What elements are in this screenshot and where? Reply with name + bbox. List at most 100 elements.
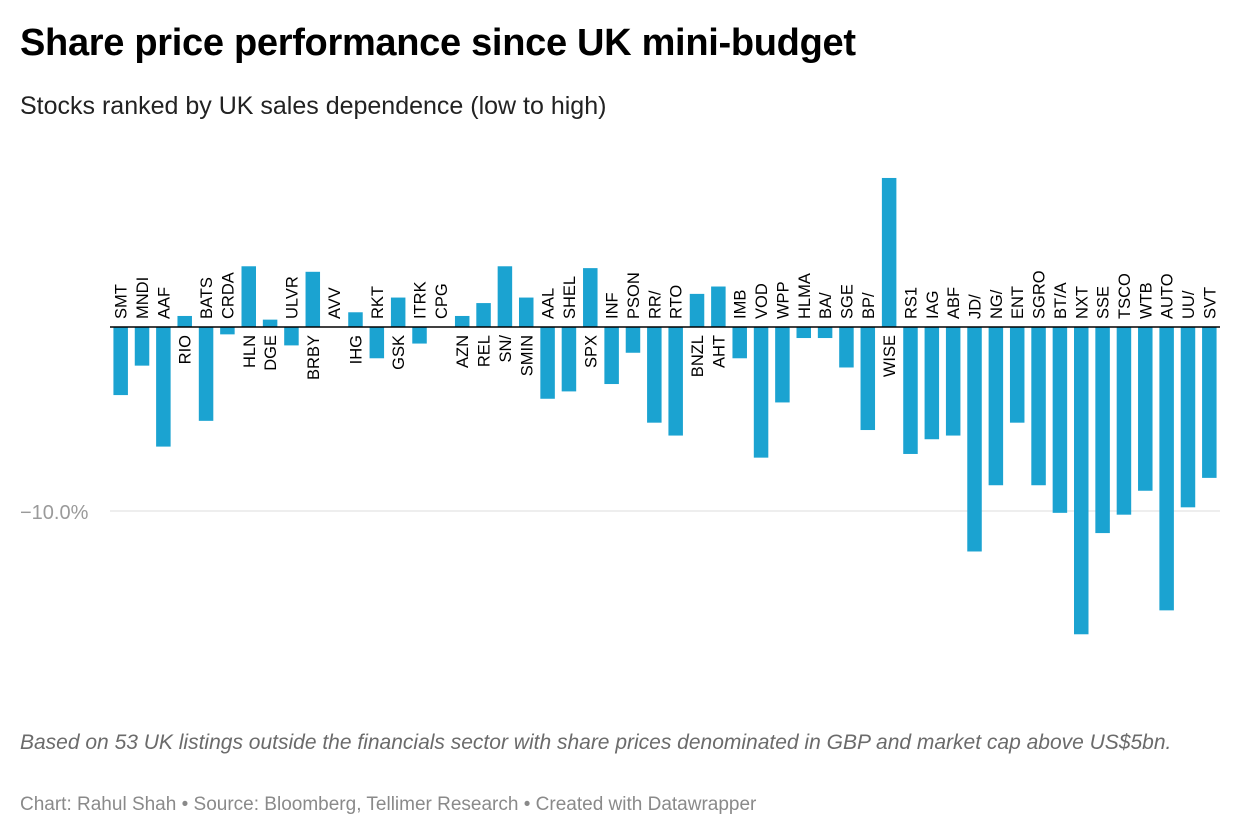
- category-label: RTO: [668, 285, 686, 319]
- category-label: CRDA: [219, 272, 237, 319]
- category-label: BA/: [817, 292, 835, 319]
- category-label: RIO: [177, 335, 195, 365]
- bar: [967, 327, 982, 552]
- category-label: NXT: [1073, 286, 1091, 319]
- category-label: RR/: [646, 290, 664, 319]
- source-note: Source: Bloomberg, Tellimer Research: [193, 794, 519, 815]
- category-label: WPP: [774, 281, 792, 319]
- category-label: WTB: [1137, 282, 1155, 319]
- bar: [881, 177, 897, 327]
- byline: Chart: Rahul Shah: [20, 794, 177, 815]
- bar: [796, 327, 811, 339]
- bar: [369, 327, 385, 359]
- bar: [476, 303, 491, 327]
- bar: [1074, 327, 1089, 635]
- bar: [668, 327, 683, 436]
- category-label: RKT: [369, 286, 387, 319]
- category-label: SVT: [1201, 287, 1219, 319]
- bar: [732, 327, 747, 359]
- category-label: IMB: [732, 290, 750, 319]
- chart-title: Share price performance since UK mini-bu…: [20, 22, 856, 64]
- bar: [412, 327, 427, 344]
- category-label: AZN: [454, 335, 472, 368]
- bar: [1159, 327, 1174, 611]
- category-label: SGRO: [1031, 270, 1049, 319]
- y-tick-label: −10.0%: [20, 502, 89, 524]
- bar: [241, 266, 256, 327]
- category-label: DGE: [262, 335, 280, 371]
- category-label: BNZL: [689, 335, 707, 377]
- category-label: SMIN: [518, 335, 536, 376]
- bar: [1031, 327, 1046, 486]
- bar: [305, 271, 321, 327]
- bar: [1009, 327, 1025, 423]
- category-label: IAG: [924, 291, 942, 319]
- category-label: IHG: [347, 335, 365, 364]
- category-label: BP/: [860, 292, 878, 319]
- category-label: ABF: [945, 287, 963, 319]
- bar: [817, 327, 833, 339]
- category-label: BATS: [198, 277, 216, 319]
- category-label: INF: [604, 292, 622, 319]
- category-label: ITRK: [412, 281, 430, 319]
- bar: [924, 327, 940, 440]
- category-label: AAF: [155, 287, 173, 319]
- bar: [113, 327, 128, 396]
- bar: [753, 327, 769, 458]
- category-label: HLN: [241, 335, 259, 368]
- bar: [647, 327, 662, 423]
- category-label: CPG: [433, 283, 451, 319]
- category-label: BRBY: [305, 335, 323, 380]
- credit-separator: •: [181, 794, 189, 815]
- category-label: MNDI: [134, 277, 152, 319]
- category-label: ENT: [1009, 286, 1027, 319]
- bar: [134, 327, 150, 366]
- bar: [689, 293, 705, 327]
- category-label: SSE: [1095, 286, 1113, 319]
- category-label: ULVR: [283, 276, 301, 319]
- bar: [540, 327, 555, 399]
- category-label: BT/A: [1052, 282, 1070, 319]
- category-label: SGE: [838, 284, 856, 319]
- category-label: HLMA: [796, 273, 814, 319]
- category-label: AUTO: [1159, 273, 1177, 319]
- bar: [284, 327, 299, 346]
- category-label: SMT: [113, 284, 131, 319]
- bar: [262, 319, 278, 327]
- category-label: JD/: [967, 294, 985, 319]
- bar: [497, 266, 513, 327]
- bar: [711, 286, 726, 327]
- bar: [903, 327, 918, 454]
- category-label: RS1: [902, 287, 920, 319]
- bar: [1095, 327, 1110, 534]
- chart-notes: Based on 53 UK listings outside the fina…: [20, 731, 1172, 754]
- category-label: SN/: [497, 335, 515, 363]
- bar: [561, 327, 577, 392]
- category-label: GSK: [390, 335, 408, 370]
- category-label: UU/: [1180, 290, 1198, 319]
- category-label: WISE: [881, 335, 899, 377]
- bar: [1202, 327, 1217, 478]
- bar: [625, 327, 641, 353]
- bar: [348, 312, 363, 327]
- bar: [1052, 327, 1068, 513]
- bar: [860, 327, 876, 431]
- bar: [945, 327, 961, 436]
- credit-separator: •: [523, 794, 531, 815]
- datawrapper-credit: Created with Datawrapper: [535, 794, 757, 815]
- bar: [1138, 327, 1153, 491]
- chart-subtitle: Stocks ranked by UK sales dependence (lo…: [20, 92, 607, 120]
- bar: [775, 327, 790, 403]
- chart-credits: Chart: Rahul Shah • Source: Bloomberg, T…: [20, 794, 756, 816]
- category-label: PSON: [625, 272, 643, 319]
- gridlines: −10.0%: [20, 502, 1220, 524]
- bar: [583, 268, 598, 327]
- bar: [988, 327, 1004, 486]
- category-label: SPX: [582, 335, 600, 368]
- bar: [177, 315, 192, 327]
- bar: [220, 327, 235, 335]
- bar: [198, 327, 214, 421]
- bars: [110, 177, 1220, 635]
- category-label: TSCO: [1116, 273, 1134, 319]
